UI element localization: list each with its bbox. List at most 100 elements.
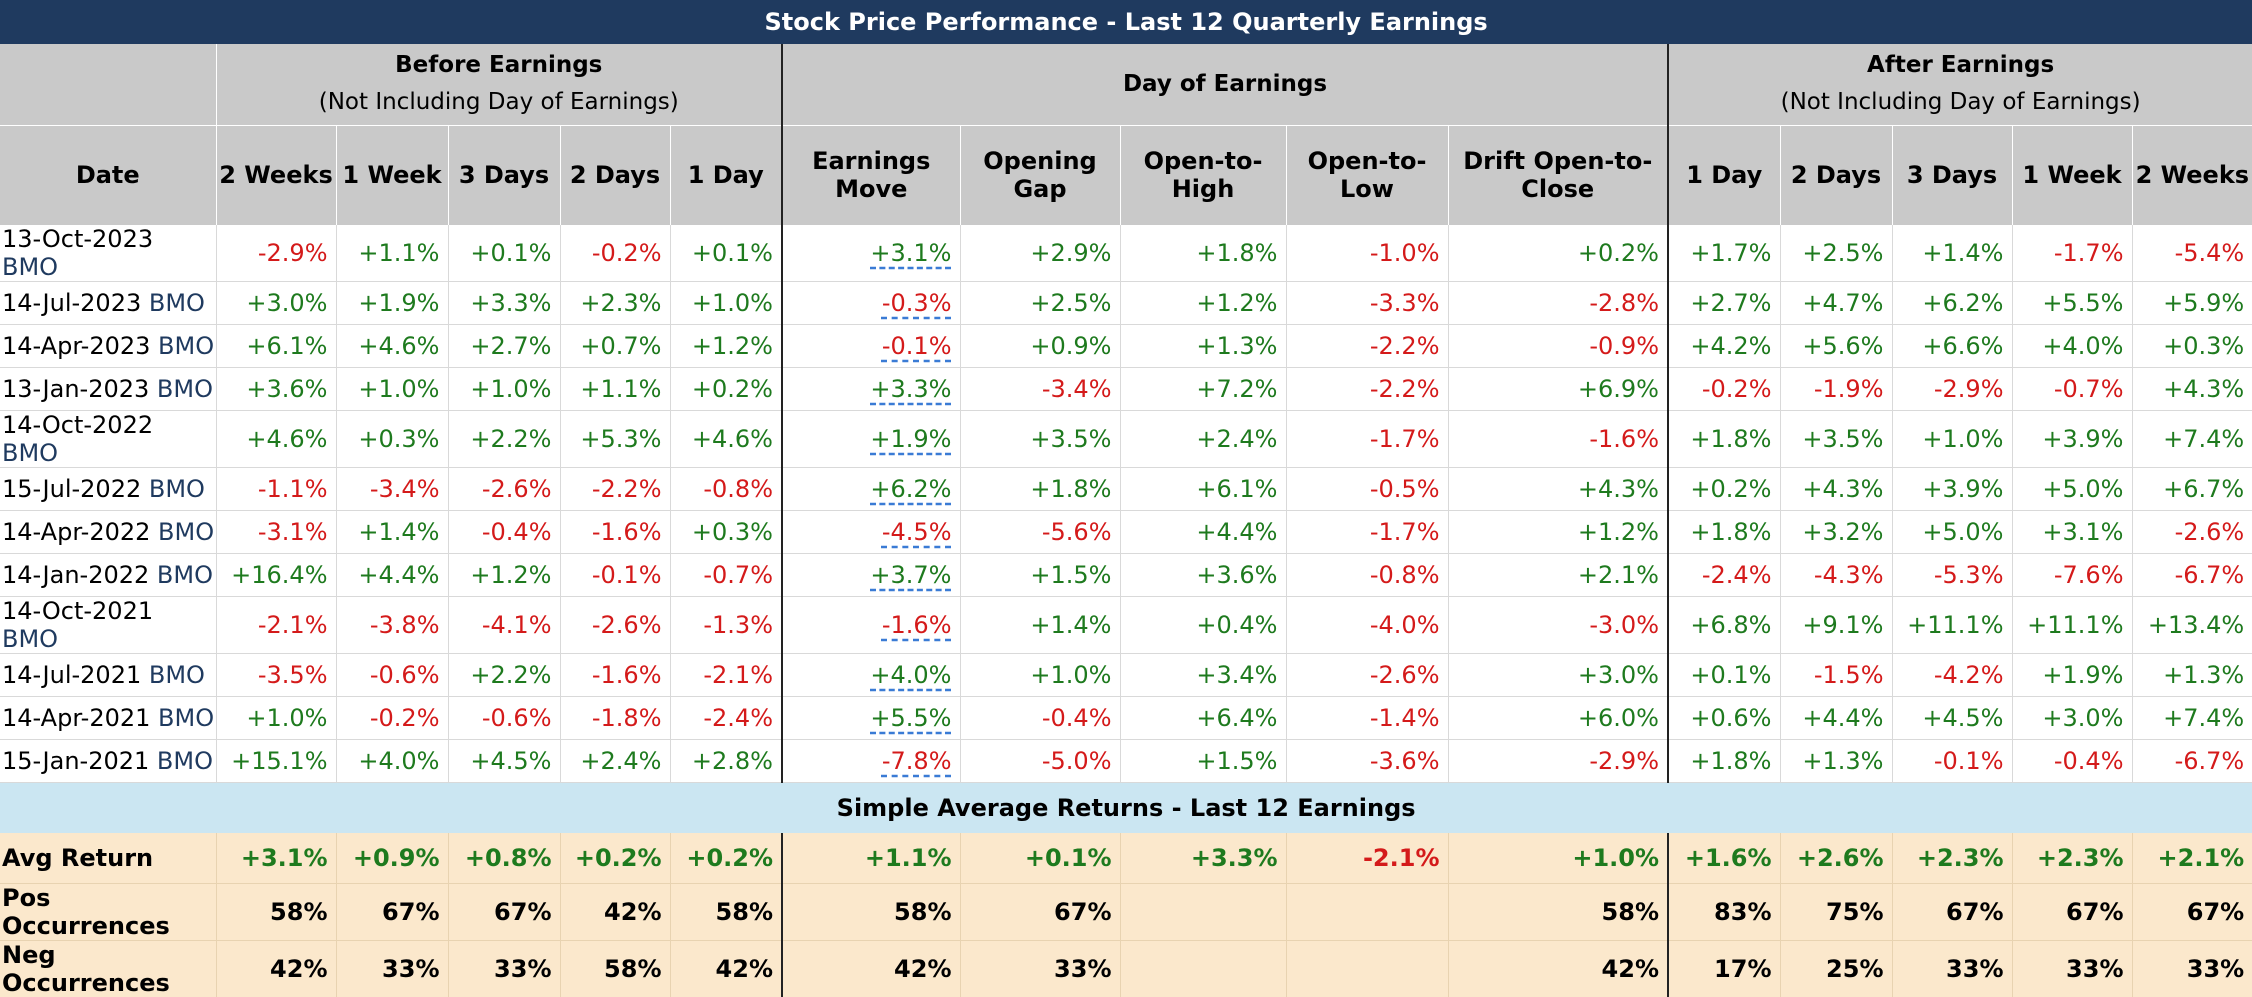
value-cell[interactable]: +6.2% [782,468,960,511]
summary-value-cell: +1.0% [1448,833,1668,884]
value-cell[interactable]: +5.5% [782,697,960,740]
earnings-move-value[interactable]: +1.9% [870,425,951,453]
value-cell: +4.7% [1780,282,1892,325]
cell-value: +1.4% [358,518,439,546]
summary-title: Simple Average Returns - Last 12 Earning… [0,783,2252,833]
value-cell[interactable]: -0.1% [782,325,960,368]
summary-value-cell: 42% [216,941,336,997]
cell-value: +0.3% [358,425,439,453]
value-cell: +3.4% [1120,654,1286,697]
cell-value: -3.1% [258,518,328,546]
value-cell: +6.9% [1448,368,1668,411]
value-cell[interactable]: +4.0% [782,654,960,697]
cell-value: +0.2% [1578,239,1659,267]
cell-value: +4.4% [1802,704,1883,732]
earnings-move-value[interactable]: -0.3% [882,289,952,317]
cell-value: -0.5% [1370,475,1440,503]
summary-value-cell: 33% [2132,941,2252,997]
earnings-move-value[interactable]: +3.1% [870,239,951,267]
earnings-move-value[interactable]: +6.2% [870,475,951,503]
date-cell: 14-Jul-2021 BMO [0,654,216,697]
value-cell[interactable]: +1.9% [782,411,960,468]
value-cell: +2.2% [448,654,560,697]
value-cell: -5.3% [1892,554,2012,597]
cell-value: -3.4% [370,475,440,503]
value-cell: +3.5% [960,411,1120,468]
cell-value: -1.4% [1370,704,1440,732]
earnings-move-value[interactable]: -4.5% [882,518,952,546]
summary-value-cell: +0.9% [336,833,448,884]
date-cell: 14-Apr-2021 BMO [0,697,216,740]
earnings-move-value[interactable]: -7.8% [882,747,952,775]
value-cell: -2.4% [670,697,782,740]
earnings-move-value[interactable]: +3.3% [870,375,951,403]
value-cell: +0.2% [1668,468,1780,511]
value-cell[interactable]: -7.8% [782,740,960,783]
cell-value: -2.9% [1934,375,2004,403]
value-cell: +5.5% [2012,282,2132,325]
value-cell: +7.4% [2132,411,2252,468]
summary-value-cell: 83% [1668,884,1780,941]
value-cell: +1.7% [1668,225,1780,282]
summary-value-cell: 58% [560,941,670,997]
cell-value: +5.3% [580,425,661,453]
earnings-date: 14-Jul-2021 [2,661,141,689]
cell-value: +4.6% [692,425,773,453]
earnings-move-value[interactable]: -1.6% [882,611,952,639]
value-cell: +0.1% [448,225,560,282]
cell-value: +1.9% [2042,661,2123,689]
cell-value: +1.0% [692,289,773,317]
cell-value: +1.3% [2163,661,2244,689]
value-cell: -0.1% [560,554,670,597]
value-cell: -1.9% [1780,368,1892,411]
column-header-opening-gap: Opening Gap [960,125,1120,225]
cell-value: +4.5% [1922,704,2003,732]
timing-label: BMO [157,375,213,403]
earnings-move-value[interactable]: +3.7% [870,561,951,589]
earnings-move-value[interactable]: -0.1% [882,332,952,360]
summary-value: +1.6% [1685,844,1772,872]
value-cell: +1.1% [336,225,448,282]
value-cell[interactable]: +3.3% [782,368,960,411]
earnings-move-value[interactable]: +5.5% [870,704,951,732]
value-cell: +0.9% [960,325,1120,368]
value-cell: -4.2% [1892,654,2012,697]
cell-value: +1.8% [1690,747,1771,775]
summary-value-cell [1120,884,1286,941]
value-cell: +5.0% [1892,511,2012,554]
cell-value: -1.6% [592,661,662,689]
value-cell: -6.7% [2132,554,2252,597]
cell-value: +4.6% [358,332,439,360]
value-cell: -2.8% [1448,282,1668,325]
cell-value: +1.2% [1196,289,1277,317]
cell-value: +3.6% [246,375,327,403]
value-cell[interactable]: +3.1% [782,225,960,282]
value-cell[interactable]: -0.3% [782,282,960,325]
summary-value: 67% [1946,898,2003,926]
table-row: 15-Jan-2021 BMO+15.1%+4.0%+4.5%+2.4%+2.8… [0,740,2252,783]
value-cell[interactable]: +3.7% [782,554,960,597]
cell-value: +1.1% [358,239,439,267]
date-cell: 15-Jul-2022 BMO [0,468,216,511]
value-cell: -0.8% [1286,554,1448,597]
value-cell: +0.3% [2132,325,2252,368]
value-cell[interactable]: -4.5% [782,511,960,554]
summary-value: +0.2% [575,844,662,872]
cell-value: +1.2% [1578,518,1659,546]
cell-value: +0.3% [692,518,773,546]
value-cell: +16.4% [216,554,336,597]
summary-value-cell: +0.8% [448,833,560,884]
earnings-date: 14-Oct-2021 [2,597,153,625]
value-cell: +0.4% [1120,597,1286,654]
column-header-after-3-days: 3 Days [1892,125,2012,225]
summary-value-cell: +1.1% [782,833,960,884]
column-header-open-to-low: Open-to-Low [1286,125,1448,225]
earnings-move-value[interactable]: +4.0% [870,661,951,689]
summary-value-cell: +0.2% [560,833,670,884]
summary-value: 33% [2066,955,2123,983]
summary-value-cell: +2.3% [1892,833,2012,884]
summary-value: +0.8% [465,844,552,872]
value-cell[interactable]: -1.6% [782,597,960,654]
summary-value: 58% [604,955,661,983]
